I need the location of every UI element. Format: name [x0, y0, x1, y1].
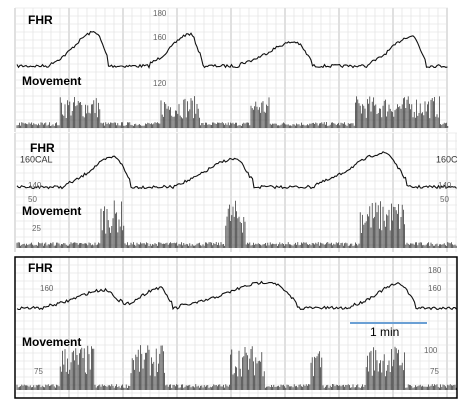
scale-label: 75 [34, 367, 43, 376]
fhr-label: FHR [28, 13, 53, 27]
movement-label: Movement [22, 204, 81, 218]
fhr-trace [16, 280, 457, 311]
scale-bar-label: 1 min [370, 325, 399, 339]
panel-3-border [14, 256, 458, 399]
fhr-label: FHR [30, 141, 55, 155]
scale-label: 160 [153, 33, 167, 42]
scale-label: 160CAL [20, 154, 53, 164]
scale-label: 75 [430, 367, 439, 376]
scale-label: 160C [436, 154, 458, 164]
scale-label: 180 [428, 266, 442, 275]
scale-label: 140 [28, 181, 42, 190]
movement-label: Movement [22, 74, 81, 88]
scale-label: 50 [440, 195, 449, 204]
scale-label: 120 [153, 79, 167, 88]
scale-label: 180 [153, 9, 167, 18]
fhr-trace [16, 30, 448, 69]
fhr-label: FHR [28, 261, 53, 275]
movement-trace [16, 200, 457, 248]
scale-label: 100 [424, 346, 438, 355]
movement-trace [16, 345, 457, 390]
scale-label: 50 [28, 195, 37, 204]
movement-label: Movement [22, 335, 81, 349]
movement-trace [16, 96, 449, 128]
scale-label: 25 [32, 224, 41, 233]
scale-label: 160 [428, 284, 442, 293]
scale-label: 160 [40, 284, 54, 293]
scale-label: 140 [438, 181, 452, 190]
traces [16, 30, 457, 390]
fhr-trace [16, 151, 457, 190]
